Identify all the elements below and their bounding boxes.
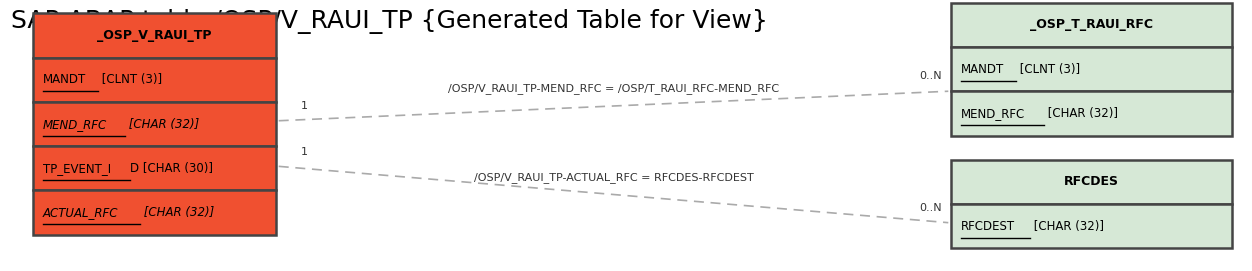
Text: MANDT: MANDT (960, 63, 1004, 76)
Text: [CHAR (32)]: [CHAR (32)] (125, 118, 199, 131)
Text: RFCDES: RFCDES (1064, 175, 1119, 188)
Text: MANDT: MANDT (43, 73, 86, 86)
Text: 0..N: 0..N (919, 72, 942, 82)
Text: TP_EVENT_I: TP_EVENT_I (43, 162, 110, 175)
Text: ACTUAL_RFC: ACTUAL_RFC (43, 206, 118, 219)
Bar (33, 102, 277, 146)
Text: _OSP_T_RAUI_RFC: _OSP_T_RAUI_RFC (1030, 18, 1153, 31)
Text: _OSP_V_RAUI_TP: _OSP_V_RAUI_TP (98, 29, 212, 42)
Text: MEND_RFC: MEND_RFC (43, 118, 106, 131)
Text: [CHAR (32)]: [CHAR (32)] (140, 206, 214, 219)
Bar (33, 58, 277, 102)
Bar (950, 3, 1232, 47)
Text: 0..N: 0..N (919, 203, 942, 213)
Text: MEND_RFC: MEND_RFC (960, 107, 1025, 120)
Text: 1: 1 (302, 101, 308, 111)
Text: D [CHAR (30)]: D [CHAR (30)] (130, 162, 213, 175)
Bar (950, 91, 1232, 136)
Bar (950, 160, 1232, 204)
Text: /OSP/V_RAUI_TP-MEND_RFC = /OSP/T_RAUI_RFC-MEND_RFC: /OSP/V_RAUI_TP-MEND_RFC = /OSP/T_RAUI_RF… (448, 83, 779, 94)
Text: [CLNT (3)]: [CLNT (3)] (1017, 63, 1080, 76)
Text: /OSP/V_RAUI_TP-ACTUAL_RFC = RFCDES-RFCDEST: /OSP/V_RAUI_TP-ACTUAL_RFC = RFCDES-RFCDE… (473, 172, 754, 183)
Text: SAP ABAP table /OSP/V_RAUI_TP {Generated Table for View}: SAP ABAP table /OSP/V_RAUI_TP {Generated… (11, 9, 769, 34)
Text: [CHAR (32)]: [CHAR (32)] (1043, 107, 1118, 120)
Text: [CHAR (32)]: [CHAR (32)] (1030, 220, 1104, 233)
Text: [CLNT (3)]: [CLNT (3)] (99, 73, 163, 86)
Bar (950, 47, 1232, 91)
Bar (33, 146, 277, 191)
Text: RFCDEST: RFCDEST (960, 220, 1015, 233)
Text: 1: 1 (302, 147, 308, 157)
Bar (33, 191, 277, 235)
Bar (33, 14, 277, 58)
Bar (950, 204, 1232, 248)
